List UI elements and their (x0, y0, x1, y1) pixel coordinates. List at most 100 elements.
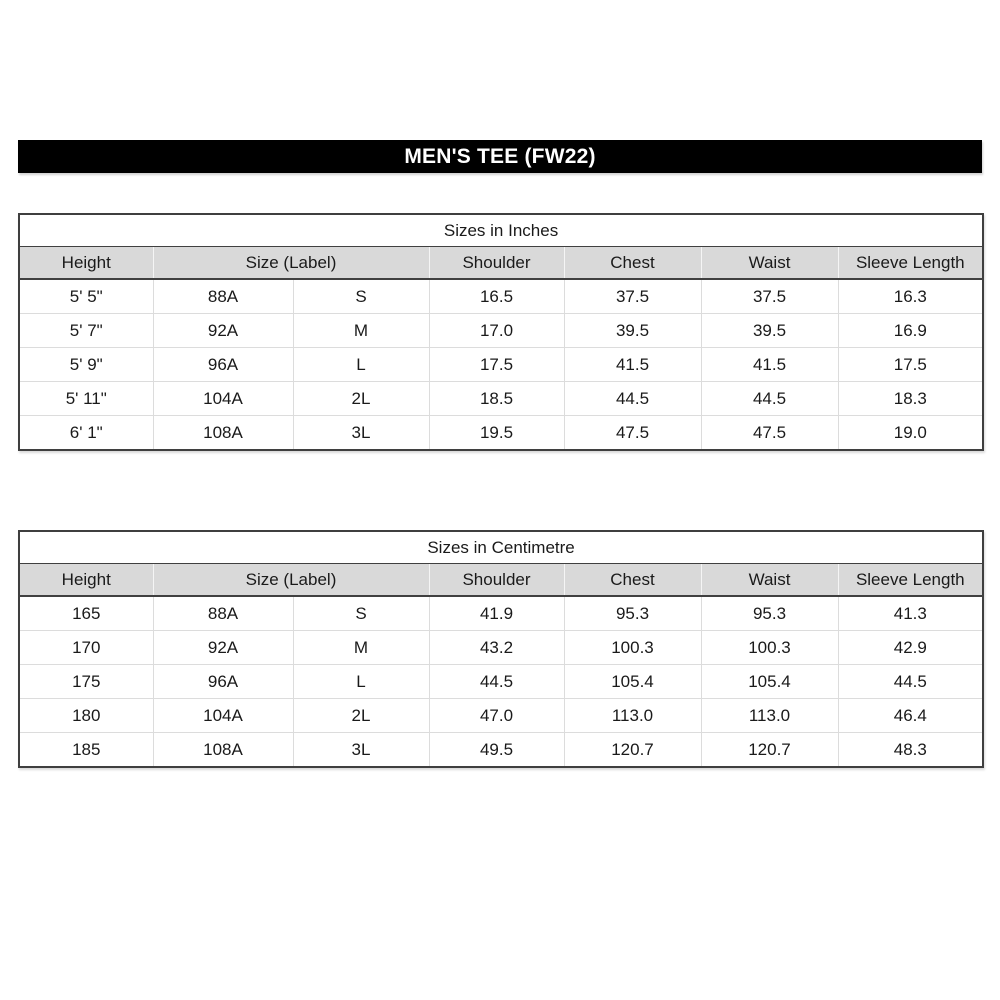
column-header-chest: Chest (563, 246, 702, 280)
table-cell: M (292, 313, 430, 348)
table-row: 5' 5" 88A S 16.5 37.5 37.5 16.3 (18, 278, 984, 314)
table-cell: 47.5 (563, 415, 702, 450)
page-title: MEN'S TEE (FW22) (404, 144, 596, 168)
table-cell: 19.0 (837, 415, 984, 450)
table-cell: 96A (152, 347, 294, 382)
table-cell: 5' 5" (18, 278, 154, 314)
table-cell: 5' 7" (18, 313, 154, 348)
table-row: 185 108A 3L 49.5 120.7 120.7 48.3 (18, 732, 984, 767)
column-header-shoulder: Shoulder (428, 563, 565, 597)
table-cell: 5' 9" (18, 347, 154, 382)
table-cell: 49.5 (428, 732, 565, 767)
table-cell: M (292, 630, 430, 665)
table-cell: 108A (152, 415, 294, 450)
table-cell: S (292, 278, 430, 314)
table-cell: 88A (152, 278, 294, 314)
table-header-row: Height Size (Label) Shoulder Chest Waist… (18, 246, 984, 280)
table-cell: 104A (152, 381, 294, 416)
table-cell: 5' 11" (18, 381, 154, 416)
table-cell: 96A (152, 664, 294, 699)
table-cell: 95.3 (563, 595, 702, 631)
table-cell: 16.9 (837, 313, 984, 348)
table-cell: S (292, 595, 430, 631)
table-row: 5' 7" 92A M 17.0 39.5 39.5 16.9 (18, 313, 984, 348)
table-row: 5' 11" 104A 2L 18.5 44.5 44.5 18.3 (18, 381, 984, 416)
table-cell: 2L (292, 381, 430, 416)
table-row: 180 104A 2L 47.0 113.0 113.0 46.4 (18, 698, 984, 733)
table-cell: 105.4 (700, 664, 839, 699)
table-cell: 120.7 (700, 732, 839, 767)
table-cell: 3L (292, 415, 430, 450)
column-header-sleeve-length: Sleeve Length (837, 246, 984, 280)
table-header-row: Height Size (Label) Shoulder Chest Waist… (18, 563, 984, 597)
table-cell: 17.5 (428, 347, 565, 382)
table-cell: 44.5 (428, 664, 565, 699)
inches-size-table: Sizes in Inches Height Size (Label) Shou… (18, 213, 985, 451)
table-cell: 37.5 (563, 278, 702, 314)
table-cell: 41.9 (428, 595, 565, 631)
column-header-size-label: Size (Label) (152, 563, 430, 597)
table-cell: 39.5 (700, 313, 839, 348)
table-cell: 46.4 (837, 698, 984, 733)
table-cell: 44.5 (563, 381, 702, 416)
table-cell: 100.3 (700, 630, 839, 665)
table-cell: 95.3 (700, 595, 839, 631)
table-cell: 41.5 (700, 347, 839, 382)
column-header-shoulder: Shoulder (428, 246, 565, 280)
table-row: 170 92A M 43.2 100.3 100.3 42.9 (18, 630, 984, 665)
table-cell: 17.5 (837, 347, 984, 382)
table-cell: 48.3 (837, 732, 984, 767)
table-cell: 44.5 (700, 381, 839, 416)
table-cell: 170 (18, 630, 154, 665)
table-cell: 16.5 (428, 278, 565, 314)
table-title-row: Sizes in Inches (19, 214, 984, 247)
table-cell: 92A (152, 313, 294, 348)
table-cell: L (292, 664, 430, 699)
column-header-size-label: Size (Label) (152, 246, 430, 280)
table-cell: L (292, 347, 430, 382)
table-title: Sizes in Centimetre (19, 531, 984, 564)
inches-table-body: 5' 5" 88A S 16.5 37.5 37.5 16.3 5' 7" 92A M 17.0 39… (18, 278, 984, 450)
table-cell: 100.3 (563, 630, 702, 665)
table-cell: 18.5 (428, 381, 565, 416)
table-cell: 44.5 (837, 664, 984, 699)
table-row: 175 96A L 44.5 105.4 105.4 44.5 (18, 664, 984, 699)
table-cell: 120.7 (563, 732, 702, 767)
table-cell: 105.4 (563, 664, 702, 699)
table-cell: 47.5 (700, 415, 839, 450)
column-header-height: Height (18, 246, 154, 280)
table-cell: 113.0 (563, 698, 702, 733)
centimetre-size-table: Sizes in Centimetre Height Size (Label) … (18, 530, 985, 768)
table-cell: 92A (152, 630, 294, 665)
table-cell: 17.0 (428, 313, 565, 348)
table-cell: 47.0 (428, 698, 565, 733)
table-cell: 37.5 (700, 278, 839, 314)
table-cell: 108A (152, 732, 294, 767)
table-cell: 88A (152, 595, 294, 631)
table-cell: 3L (292, 732, 430, 767)
table-cell: 18.3 (837, 381, 984, 416)
table-title-row: Sizes in Centimetre (19, 531, 984, 564)
table-cell: 175 (18, 664, 154, 699)
table-cell: 42.9 (837, 630, 984, 665)
table-row: 5' 9" 96A L 17.5 41.5 41.5 17.5 (18, 347, 984, 382)
table-cell: 41.5 (563, 347, 702, 382)
table-cell: 104A (152, 698, 294, 733)
table-cell: 41.3 (837, 595, 984, 631)
centimetre-table-body: 165 88A S 41.9 95.3 95.3 41.3 170 92A M 43.2 100.3 1… (18, 595, 984, 767)
title-banner: MEN'S TEE (FW22) (18, 140, 982, 173)
table-row: 6' 1" 108A 3L 19.5 47.5 47.5 19.0 (18, 415, 984, 450)
table-cell: 165 (18, 595, 154, 631)
table-cell: 2L (292, 698, 430, 733)
table-cell: 19.5 (428, 415, 565, 450)
table-cell: 16.3 (837, 278, 984, 314)
table-title: Sizes in Inches (19, 214, 984, 247)
table-cell: 185 (18, 732, 154, 767)
table-cell: 6' 1" (18, 415, 154, 450)
table-cell: 39.5 (563, 313, 702, 348)
column-header-chest: Chest (563, 563, 702, 597)
table-cell: 113.0 (700, 698, 839, 733)
column-header-waist: Waist (700, 563, 839, 597)
column-header-height: Height (18, 563, 154, 597)
